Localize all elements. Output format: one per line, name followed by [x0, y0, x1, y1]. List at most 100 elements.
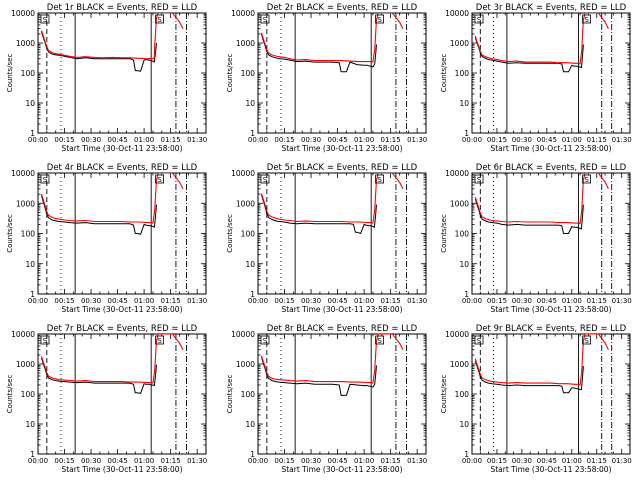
- y-tick-label: 1000: [236, 199, 255, 208]
- x-tick-label: 00:45: [107, 457, 127, 465]
- annotation-label: S: [263, 16, 268, 24]
- series-line-lld: [260, 13, 404, 63]
- series-group: [474, 334, 609, 394]
- x-tick-label: 01:15: [161, 136, 181, 144]
- y-tick-label: 1000: [16, 39, 35, 48]
- y-axis-label: Counts/sec: [440, 54, 448, 93]
- series-line-lld: [40, 334, 184, 384]
- y-tick-label: 100: [455, 390, 470, 399]
- series-group: [474, 13, 609, 73]
- chart-title: Det 5r BLACK = Events, RED = LLD: [267, 163, 418, 173]
- series-line-events: [474, 37, 584, 73]
- series-group: [260, 334, 404, 396]
- x-tick-label: 01:30: [612, 457, 632, 465]
- annotation-label: S: [584, 176, 589, 184]
- y-tick-label: 1000: [450, 39, 469, 48]
- y-tick-label: 1: [250, 129, 255, 138]
- annotation-box: [474, 14, 484, 24]
- x-tick-label: 01:15: [587, 136, 607, 144]
- x-tick-label: 01:15: [161, 457, 181, 465]
- plot-frame: [257, 12, 427, 134]
- annotation-label: S: [43, 176, 48, 184]
- plot-frame: [37, 12, 207, 134]
- y-axis-label: Counts/sec: [226, 214, 234, 253]
- annotation-box: [375, 14, 385, 24]
- series-line-events: [261, 33, 377, 73]
- x-tick-label: 01:30: [187, 136, 207, 144]
- annotation-box: [582, 335, 591, 345]
- x-tick-label: 01:00: [562, 297, 582, 305]
- x-tick-label: 00:30: [512, 297, 532, 305]
- x-axis-label: Start Time (30-Oct-11 23:58:00): [281, 144, 402, 153]
- annotation-box: [474, 335, 484, 345]
- y-tick-label: 1: [464, 129, 469, 138]
- y-tick-label: 1: [250, 290, 255, 299]
- chart-title: Det 7r BLACK = Events, RED = LLD: [47, 324, 198, 334]
- chart-title: Det 2r BLACK = Events, RED = LLD: [267, 3, 418, 13]
- x-tick-label: 01:00: [562, 457, 582, 465]
- y-tick-label: 1: [464, 290, 469, 299]
- x-tick-label: 00:00: [248, 457, 268, 465]
- x-tick-label: 01:00: [354, 457, 374, 465]
- x-tick-label: 01:00: [354, 136, 374, 144]
- x-axis-label: Start Time (30-Oct-11 23:58:00): [490, 144, 611, 153]
- y-tick-label: 10: [25, 420, 35, 429]
- x-tick-label: 00:00: [28, 297, 48, 305]
- annotation-box: [155, 14, 165, 24]
- chart-panel-5: Det 5r BLACK = Events, RED = LLD 1 10 100 10…: [226, 163, 427, 314]
- y-tick-label: 100: [241, 230, 256, 239]
- x-tick-label: 00:00: [462, 136, 482, 144]
- series-line-events: [474, 198, 584, 234]
- x-tick-label: 00:15: [274, 297, 294, 305]
- y-axis-label: Counts/sec: [440, 375, 448, 414]
- annotation-box: [260, 335, 270, 345]
- x-tick-label: 01:15: [587, 297, 607, 305]
- annotation-box: [260, 174, 270, 184]
- y-tick-label: 100: [455, 230, 470, 239]
- series-line-events: [261, 356, 377, 396]
- x-tick-label: 00:30: [301, 136, 321, 144]
- y-tick-label: 10: [25, 99, 35, 108]
- y-axis-label: Counts/sec: [440, 214, 448, 253]
- y-tick-label: 10000: [11, 169, 35, 178]
- x-tick-label: 01:30: [612, 136, 632, 144]
- x-tick-label: 01:15: [381, 457, 401, 465]
- annotation-label: S: [377, 337, 382, 345]
- chart-panel-7: Det 7r BLACK = Events, RED = LLD 1 10 100 10…: [6, 324, 207, 474]
- x-tick-label: 00:45: [107, 297, 127, 305]
- series-line-lld: [260, 173, 404, 224]
- x-tick-label: 00:30: [512, 457, 532, 465]
- annotation-box: [582, 174, 591, 184]
- series-line-events: [474, 360, 584, 394]
- x-axis-label: Start Time (30-Oct-11 23:58:00): [61, 144, 182, 153]
- x-tick-label: 00:45: [537, 297, 557, 305]
- chart-title: Det 8r BLACK = Events, RED = LLD: [267, 324, 418, 334]
- annotation-label: S: [43, 16, 48, 24]
- x-tick-label: 01:00: [134, 457, 154, 465]
- annotation-label: S: [477, 176, 482, 184]
- x-tick-label: 00:15: [54, 457, 74, 465]
- annotation-label: S: [377, 16, 382, 24]
- y-axis-label: Counts/sec: [226, 375, 234, 414]
- series-line-lld: [474, 173, 609, 225]
- y-tick-label: 1000: [236, 360, 255, 369]
- chart-panel-4: Det 4r BLACK = Events, RED = LLD 1 10 100 10…: [6, 163, 207, 314]
- x-tick-label: 00:15: [487, 136, 507, 144]
- x-tick-label: 00:00: [28, 457, 48, 465]
- y-tick-label: 1000: [450, 360, 469, 369]
- y-tick-label: 1: [464, 450, 469, 459]
- x-tick-label: 01:00: [354, 297, 374, 305]
- annotation-box: [40, 14, 50, 24]
- plot-frame: [471, 333, 631, 455]
- y-tick-label: 10000: [231, 330, 255, 339]
- x-tick-label: 01:00: [134, 297, 154, 305]
- chart-title: Det 9r BLACK = Events, RED = LLD: [476, 324, 627, 334]
- x-tick-label: 00:45: [327, 136, 347, 144]
- x-axis-label: Start Time (30-Oct-11 23:58:00): [281, 305, 402, 314]
- x-tick-label: 01:15: [381, 297, 401, 305]
- annotation-label: S: [157, 176, 162, 184]
- x-tick-label: 00:15: [487, 457, 507, 465]
- series-line-lld: [260, 334, 404, 384]
- x-tick-label: 00:00: [248, 297, 268, 305]
